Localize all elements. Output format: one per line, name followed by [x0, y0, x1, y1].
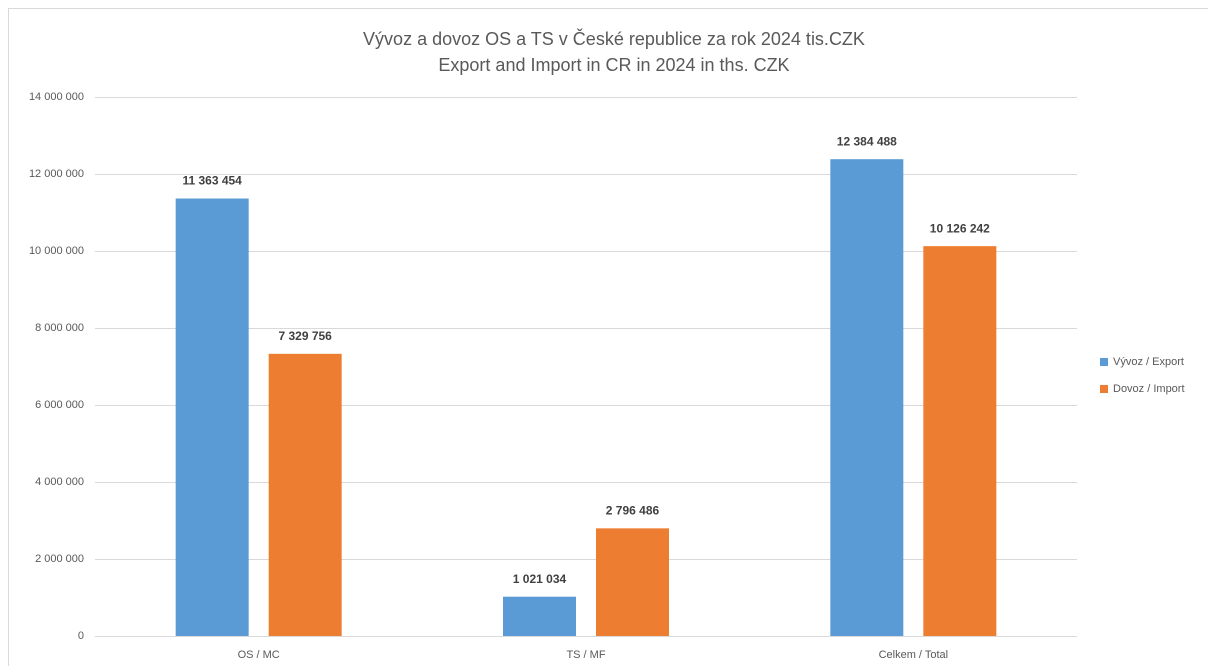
y-tick-label: 14 000 000 [29, 91, 84, 103]
bar [175, 198, 249, 636]
data-label: 1 021 034 [513, 572, 567, 586]
chart-subtitle: Export and Import in CR in 2024 in ths. … [438, 55, 789, 75]
data-label: 11 363 454 [182, 174, 242, 188]
y-tick-label: 10 000 000 [29, 245, 84, 257]
y-tick-label: 12 000 000 [29, 168, 84, 180]
y-tick-label: 2 000 000 [35, 553, 84, 565]
y-tick-label: 4 000 000 [35, 476, 84, 488]
x-tick-label: OS / MC [238, 649, 280, 661]
x-tick-label: TS / MF [566, 649, 605, 661]
legend-swatch [1100, 385, 1108, 393]
bar [503, 596, 576, 636]
y-tick-label: 8 000 000 [35, 322, 84, 334]
data-label: 7 329 756 [278, 329, 332, 343]
y-tick-label: 6 000 000 [35, 399, 84, 411]
bar [268, 353, 342, 636]
data-label: 10 126 242 [930, 221, 990, 235]
chart-title: Vývoz a dovoz OS a TS v České republice … [363, 28, 865, 49]
bar [830, 159, 904, 636]
bar [596, 528, 669, 636]
bar [923, 246, 997, 636]
legend-label: Dovoz / Import [1113, 383, 1185, 395]
data-label: 2 796 486 [606, 504, 660, 518]
legend-swatch [1100, 358, 1108, 366]
legend-label: Vývoz / Export [1113, 356, 1184, 368]
x-tick-label: Celkem / Total [879, 649, 949, 661]
y-tick-label: 0 [78, 630, 84, 642]
data-label: 12 384 488 [837, 134, 897, 148]
